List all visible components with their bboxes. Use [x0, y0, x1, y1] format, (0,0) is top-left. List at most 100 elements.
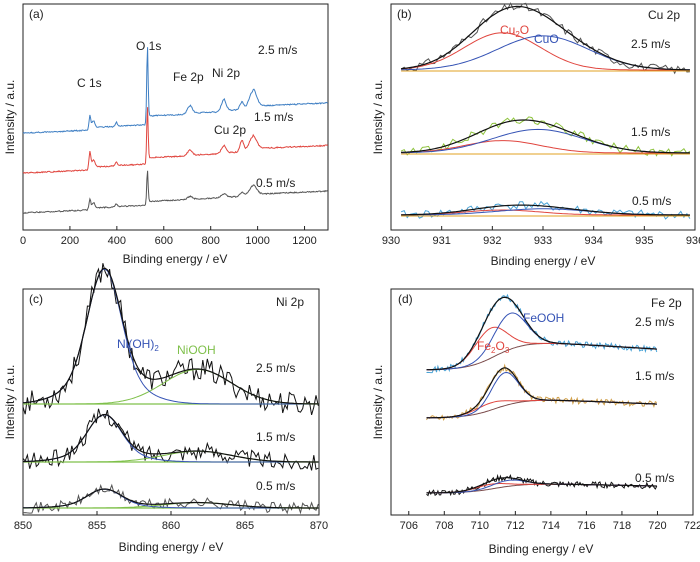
panel-d-tick-label: 710	[471, 520, 489, 532]
panel-b-spectra	[400, 2, 691, 220]
panel-a-tick-label: 400	[108, 235, 126, 247]
feooh-component-1	[426, 371, 657, 419]
cu-envelope-1	[401, 119, 690, 154]
panel-c-title: Ni 2p	[276, 295, 304, 309]
panel-d-xlabel: Binding energy / eV	[489, 542, 594, 556]
panel-d-tick-label: 706	[400, 520, 418, 532]
panel-d-frame	[390, 288, 694, 516]
panel-d-tick-label: 722	[684, 520, 700, 532]
fe2p-label: Fe 2p	[173, 70, 204, 84]
panel-b-xlabel: Binding energy / eV	[491, 254, 596, 268]
c-label-15: 1.5 m/s	[256, 430, 295, 444]
c-label-05: 0.5 m/s	[256, 479, 295, 493]
cu-envelope-0	[401, 5, 690, 71]
panel-d-x-ticks: 706 708 710 712 714 716 718 720 722	[400, 511, 700, 532]
a-label-15: 1.5 m/s	[254, 110, 293, 124]
panel-a-tag: (a)	[29, 7, 44, 21]
panel-c-tag: (c)	[29, 292, 43, 306]
panel-a-tick-label: 800	[202, 235, 220, 247]
panel-b-tick-label: 933	[534, 235, 552, 247]
panel-d-title: Fe 2p	[651, 296, 682, 310]
panel-a-survey-spectrum: (a) 0 200 400 600 800 1000 1200 C 1s O 1s Fe 2…	[3, 3, 329, 266]
ni-envelope-2	[23, 488, 319, 509]
ni-raw-0	[22, 263, 319, 416]
a-label-05: 0.5 m/s	[256, 176, 295, 190]
nioh2-label: Ni(OH)2	[117, 337, 159, 353]
panel-c-xlabel: Binding energy / eV	[119, 540, 224, 554]
panel-a-tick-label: 600	[155, 235, 173, 247]
d-label-05: 0.5 m/s	[635, 471, 674, 485]
ni2p-label: Ni 2p	[212, 66, 240, 80]
panel-d-tick-label: 712	[506, 520, 524, 532]
panel-c-tick-label: 870	[310, 520, 328, 532]
o1s-label: O 1s	[136, 39, 161, 53]
fe2o3-label: Fe2O3	[477, 339, 510, 355]
survey-line-1	[22, 107, 329, 174]
panel-a-xlabel: Binding energy / eV	[123, 252, 228, 266]
panel-a-tick-label: 200	[61, 235, 79, 247]
a-label-25: 2.5 m/s	[258, 43, 297, 57]
ni-envelope-1	[22, 413, 319, 463]
fe-envelope-2	[426, 477, 657, 494]
fe-envelope-0	[426, 296, 657, 371]
panel-c-ni2p-spectrum: (c) Ni 2p 850 855 860 865 870 Ni(OH)2 NiOOH …	[3, 263, 328, 554]
panel-c-tick-label: 865	[236, 520, 254, 532]
fe-raw-0	[426, 293, 658, 374]
panel-c-tick-label: 855	[88, 520, 106, 532]
niooh-label: NiOOH	[177, 343, 216, 357]
cu2o-component-0	[401, 32, 690, 71]
panel-a-frame	[22, 3, 329, 231]
cu-raw-0	[400, 2, 690, 75]
cu-envelope-2	[401, 204, 690, 216]
d-label-25: 2.5 m/s	[635, 315, 674, 329]
ni-raw-1	[22, 408, 319, 471]
panel-d-tick-label: 720	[648, 520, 666, 532]
panel-b-x-ticks: 930 931 932 933 934 935 936	[382, 226, 700, 247]
feooh-label: FeOOH	[523, 311, 564, 325]
cu2o-component-1	[401, 140, 690, 154]
b-label-05: 0.5 m/s	[632, 194, 671, 208]
panel-b-ylabel: Intensity / a.u.	[371, 80, 385, 155]
panel-d-spectra	[426, 293, 658, 497]
panel-a-tick-label: 0	[20, 235, 26, 247]
b-label-25: 2.5 m/s	[631, 37, 670, 51]
panel-c-spectra	[22, 263, 319, 515]
panel-b-tick-label: 930	[382, 235, 400, 247]
panel-c-tick-label: 850	[14, 520, 32, 532]
survey-line-0	[22, 47, 328, 134]
panel-d-fe2p-spectrum: (d) Fe 2p 706 708 710 712 714 716 718 720 722 Fe…	[371, 288, 700, 556]
cu2p-label: Cu 2p	[214, 123, 246, 137]
panel-d-tag: (d)	[398, 292, 413, 306]
panel-b-tag: (b)	[397, 7, 412, 21]
panel-c-ylabel: Intensity / a.u.	[3, 365, 17, 440]
cu-raw-2	[400, 200, 691, 220]
panel-c-x-ticks: 850 855 860 865 870	[14, 511, 328, 532]
panel-b-tick-label: 935	[635, 235, 653, 247]
panel-b-title: Cu 2p	[648, 8, 680, 22]
panel-b-tick-label: 934	[584, 235, 602, 247]
panel-a-tick-label: 1000	[245, 235, 269, 247]
panel-b-tick-label: 936	[686, 235, 700, 247]
c-label-25: 2.5 m/s	[256, 361, 295, 375]
cuo-label: CuO	[534, 32, 559, 46]
panel-b-tick-label: 932	[483, 235, 501, 247]
fe-envelope-1	[426, 367, 657, 419]
panel-d-tick-label: 718	[613, 520, 631, 532]
panel-a-spectra	[22, 47, 329, 214]
panel-d-tick-label: 716	[577, 520, 595, 532]
ni-envelope-0	[22, 267, 319, 405]
panel-d-tick-label: 714	[542, 520, 560, 532]
d-label-15: 1.5 m/s	[635, 369, 674, 383]
panel-d-ylabel: Intensity / a.u.	[371, 365, 385, 440]
survey-line-2	[22, 170, 328, 214]
panel-c-tick-label: 860	[162, 520, 180, 532]
panel-a-tick-label: 1200	[292, 235, 316, 247]
c1s-label: C 1s	[77, 76, 102, 90]
panel-b-cu2p-spectrum: (b) Cu 2p 930 931 932 933 934 935 936 Cu2O CuO…	[371, 2, 700, 268]
cu2o-label: Cu2O	[500, 23, 529, 39]
panel-a-x-ticks: 0 200 400 600 800 1000 1200	[20, 226, 317, 247]
panel-b-tick-label: 931	[432, 235, 450, 247]
panel-d-tick-label: 708	[435, 520, 453, 532]
panel-a-ylabel: Intensity / a.u.	[3, 80, 17, 155]
